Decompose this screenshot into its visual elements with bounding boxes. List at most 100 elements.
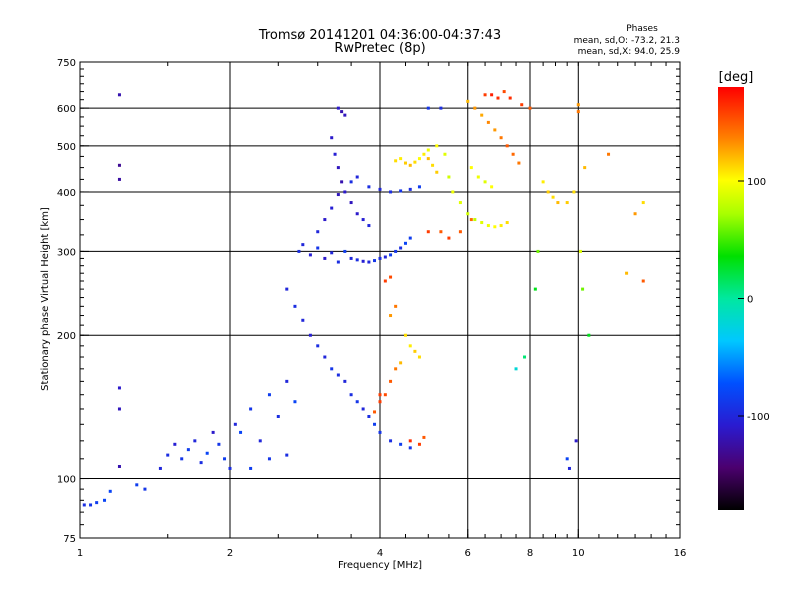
data-point xyxy=(367,414,371,418)
data-point xyxy=(158,466,162,470)
data-point xyxy=(117,407,121,411)
data-point xyxy=(373,259,377,263)
data-point xyxy=(355,175,359,179)
data-point xyxy=(389,439,393,443)
data-point xyxy=(408,187,412,191)
data-point xyxy=(447,175,451,179)
data-point xyxy=(486,224,490,228)
data-point xyxy=(340,110,344,114)
data-point xyxy=(293,304,297,308)
data-point xyxy=(567,466,571,470)
data-point xyxy=(505,221,509,225)
data-point xyxy=(193,439,197,443)
data-point xyxy=(514,367,518,371)
data-point xyxy=(336,106,340,110)
colorbar: [deg] 100 0 -100 xyxy=(718,70,770,510)
data-point xyxy=(82,503,86,507)
data-point xyxy=(373,410,377,414)
data-point xyxy=(422,152,426,156)
data-point xyxy=(258,439,262,443)
data-point xyxy=(276,414,280,418)
data-point xyxy=(108,489,112,493)
data-point xyxy=(426,230,430,234)
data-point xyxy=(330,251,334,255)
x-tick-label: 16 xyxy=(674,548,687,559)
data-point xyxy=(403,241,407,245)
data-point xyxy=(417,157,421,161)
data-point xyxy=(239,430,243,434)
data-point xyxy=(355,212,359,216)
scatter-points xyxy=(82,90,645,507)
data-point xyxy=(333,152,337,156)
data-point xyxy=(466,212,470,216)
data-point xyxy=(426,157,430,161)
data-point xyxy=(285,453,289,457)
data-point xyxy=(473,218,477,222)
data-point xyxy=(408,236,412,240)
data-point xyxy=(361,218,365,222)
data-point xyxy=(574,439,578,443)
data-point xyxy=(186,448,190,452)
data-point xyxy=(349,256,353,260)
data-point xyxy=(373,422,377,426)
data-point xyxy=(399,442,403,446)
data-point xyxy=(233,422,237,426)
data-point xyxy=(426,148,430,152)
data-point xyxy=(408,344,412,348)
data-point xyxy=(556,201,560,205)
data-point xyxy=(587,333,591,337)
data-point xyxy=(399,189,403,193)
data-point xyxy=(496,96,500,100)
data-point xyxy=(211,430,215,434)
data-point xyxy=(469,166,473,170)
data-point xyxy=(349,180,353,184)
data-point xyxy=(422,435,426,439)
data-point xyxy=(439,230,443,234)
data-point xyxy=(378,430,382,434)
data-point xyxy=(389,379,393,383)
data-point xyxy=(641,279,645,283)
data-point xyxy=(378,400,382,404)
data-point xyxy=(508,96,512,100)
data-point xyxy=(536,249,540,253)
data-point xyxy=(316,344,320,348)
data-point xyxy=(389,314,393,318)
data-point xyxy=(103,498,107,502)
data-point xyxy=(476,175,480,179)
data-point xyxy=(499,224,503,228)
data-point xyxy=(267,393,271,397)
y-tick-label: 750 xyxy=(57,58,76,69)
data-point xyxy=(249,466,253,470)
data-point xyxy=(546,190,550,194)
data-point xyxy=(480,113,484,117)
data-point xyxy=(511,152,515,156)
x-tick-label: 4 xyxy=(377,548,383,559)
data-point xyxy=(541,180,545,184)
y-tick-label: 75 xyxy=(63,534,76,545)
data-point xyxy=(343,379,347,383)
data-point xyxy=(217,442,221,446)
data-point xyxy=(528,106,532,110)
colorbar-tick-label: 100 xyxy=(747,177,766,188)
data-point xyxy=(394,304,398,308)
data-point xyxy=(378,256,382,260)
data-point xyxy=(117,177,121,181)
data-point xyxy=(394,159,398,163)
data-point xyxy=(486,120,490,124)
data-point xyxy=(343,190,347,194)
data-point xyxy=(316,246,320,250)
x-tick-label: 2 xyxy=(227,548,233,559)
data-point xyxy=(394,367,398,371)
data-point xyxy=(399,246,403,250)
data-point xyxy=(205,451,209,455)
data-point xyxy=(89,503,93,507)
data-point xyxy=(483,180,487,184)
data-point xyxy=(435,144,439,148)
data-point xyxy=(135,483,139,487)
data-point xyxy=(483,93,487,97)
data-point xyxy=(340,180,344,184)
data-point xyxy=(173,442,177,446)
data-point xyxy=(439,106,443,110)
data-point xyxy=(499,136,503,140)
x-tick-label: 10 xyxy=(572,548,585,559)
